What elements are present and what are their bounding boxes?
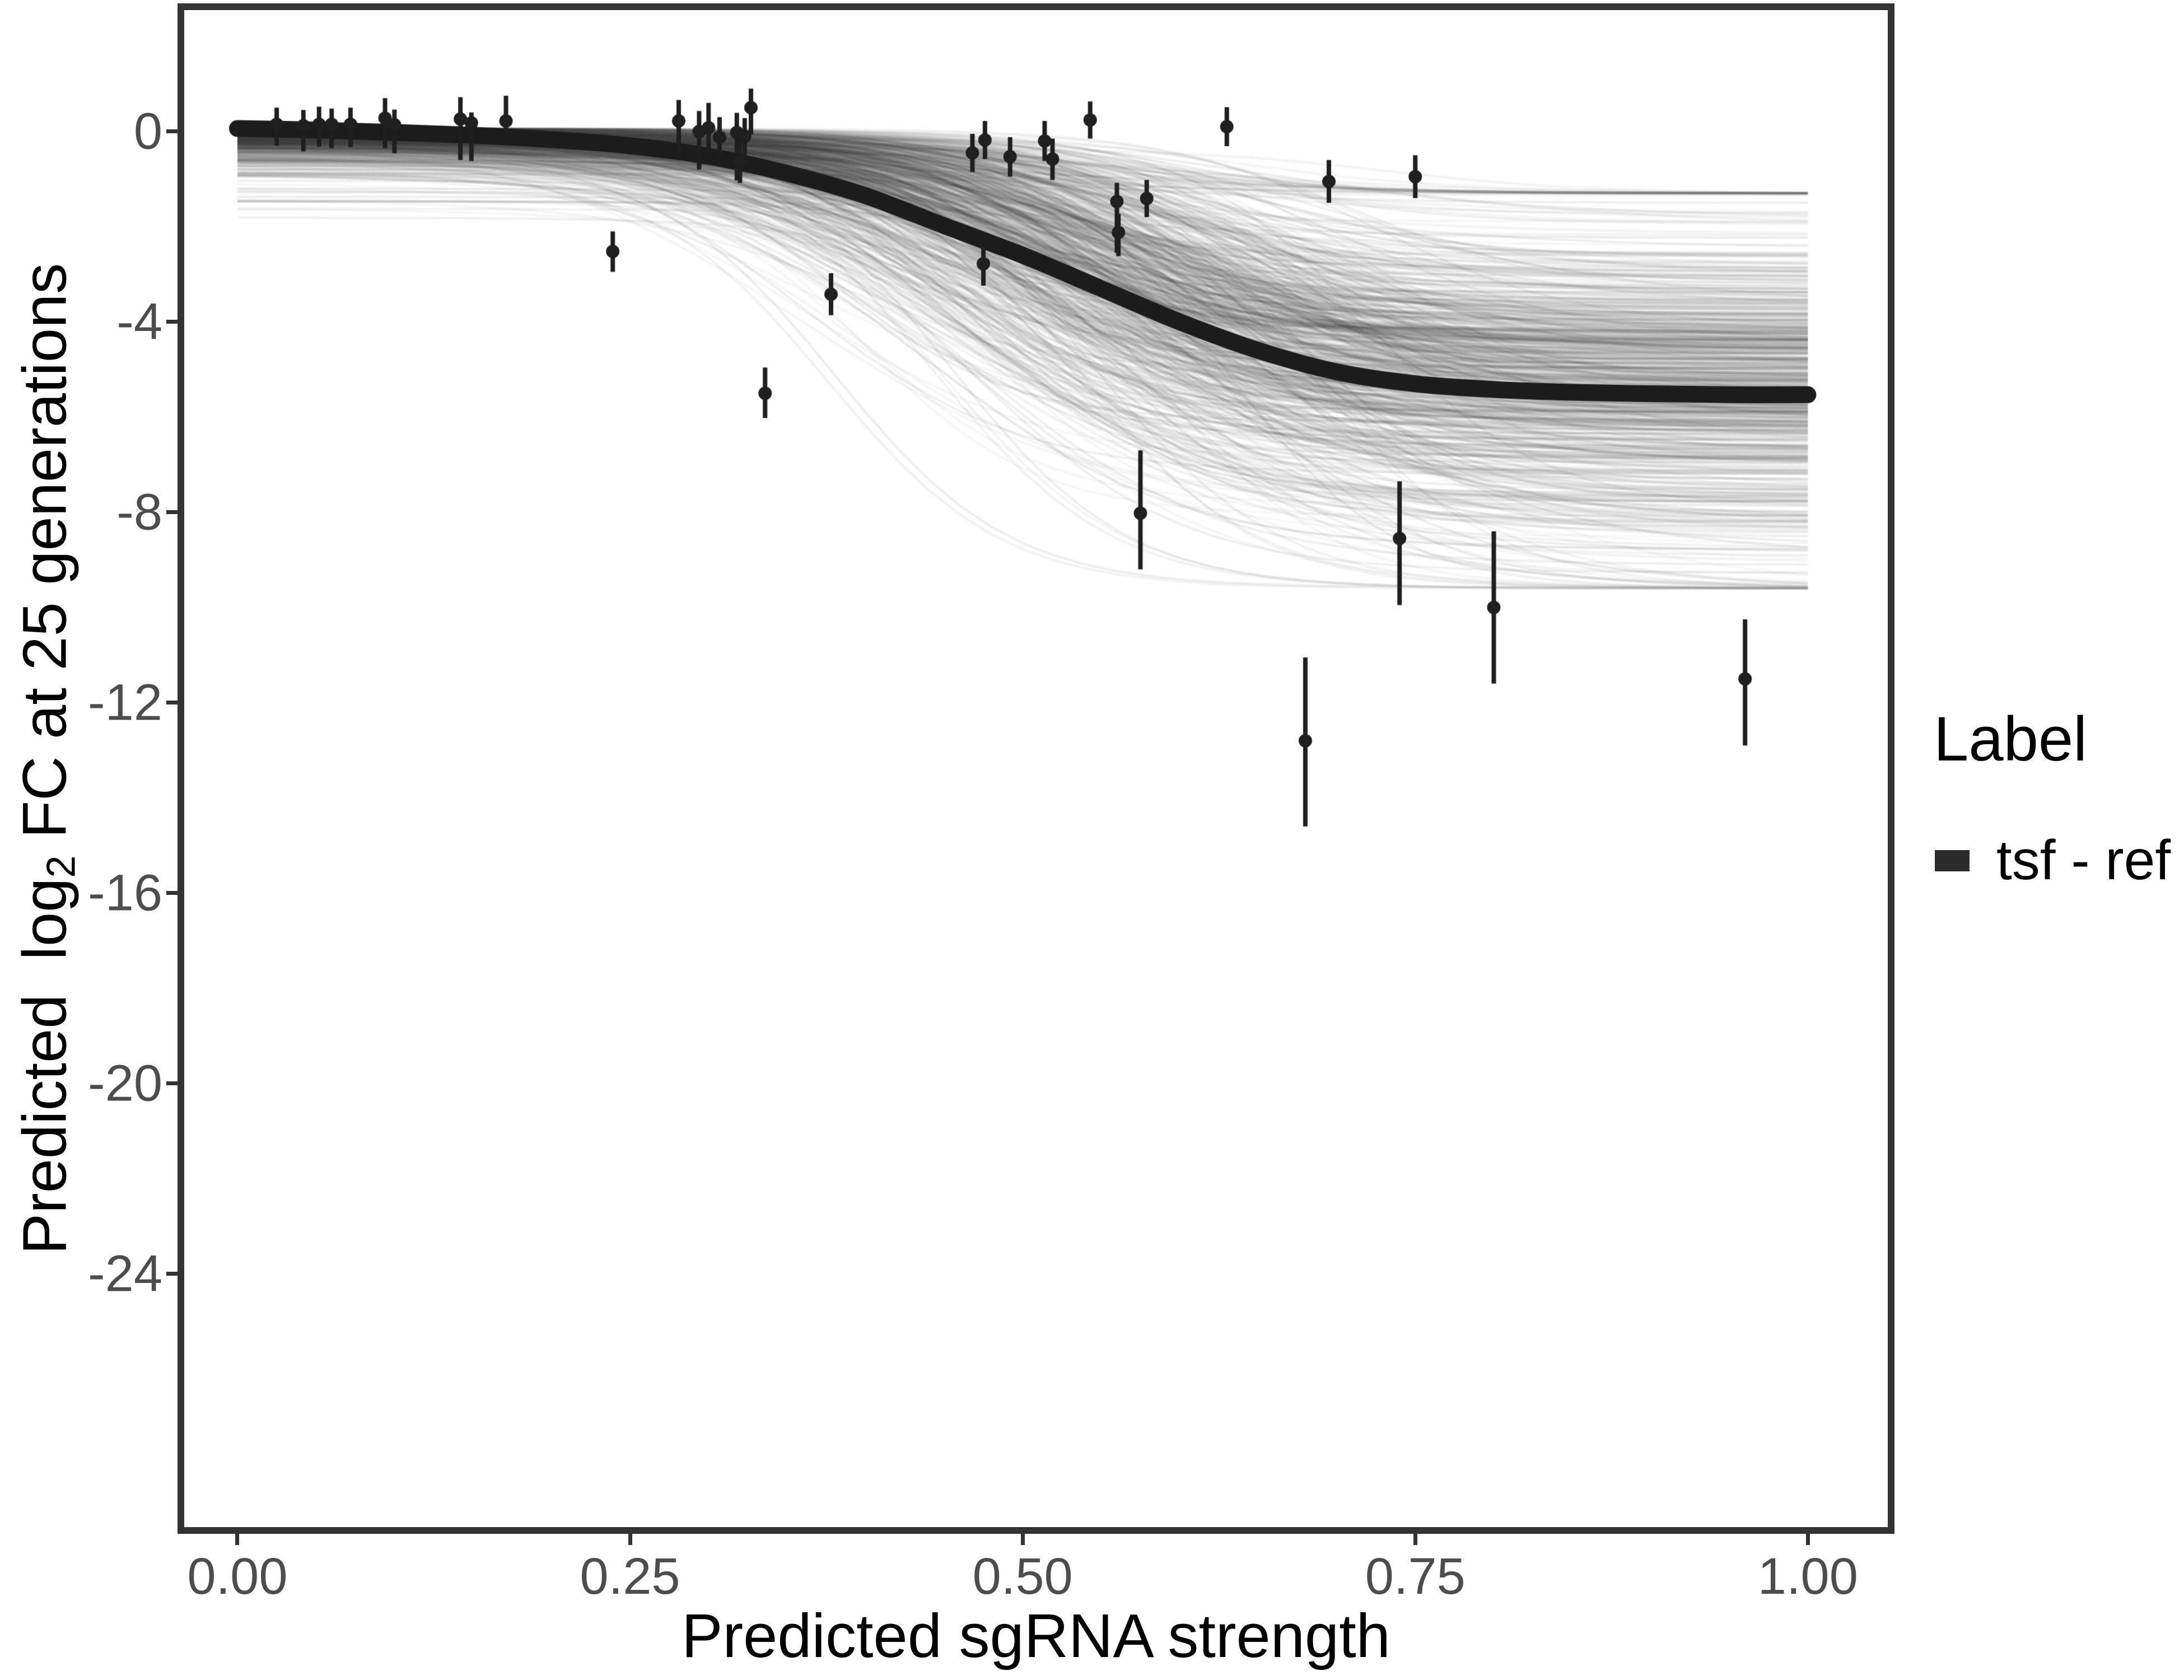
y-axis-tick-mark (166, 1081, 181, 1086)
x-axis-tick-label: 0.75 (1365, 1548, 1466, 1605)
legend-title: Label (1934, 704, 2088, 774)
y-axis-tick-mark (166, 320, 181, 324)
x-axis-tick-mark (1020, 1530, 1025, 1545)
x-axis-tick-label: 0.25 (580, 1548, 680, 1605)
y-axis-tick-label: -12 (88, 674, 162, 731)
y-axis-tick-mark (166, 891, 181, 895)
chart-canvas (181, 7, 1891, 1530)
y-axis-tick-label: -20 (88, 1054, 162, 1112)
y-axis-tick-label: -8 (116, 483, 162, 541)
y-axis-tick-mark (166, 1272, 181, 1276)
legend-entry-label: tsf - ref (1996, 829, 2171, 892)
x-axis-title: Predicted sgRNA strength (682, 1602, 1390, 1670)
x-axis-tick-mark (628, 1530, 632, 1545)
legend: Label tsf - ref (1929, 703, 2181, 893)
x-axis-tick-label: 0.00 (187, 1548, 288, 1605)
legend-entries: tsf - ref (1929, 828, 2181, 893)
y-axis-title-prefix: Predicted log (10, 878, 80, 1255)
y-axis-tick-mark (166, 510, 181, 515)
x-axis-tick-mark (1413, 1530, 1417, 1545)
y-axis-title-subscript: 2 (39, 855, 84, 878)
y-axis-tick-mark (166, 701, 181, 705)
legend-entry: tsf - ref (1929, 828, 2181, 893)
y-axis-tick-label: -16 (88, 864, 162, 922)
legend-line-swatch (1935, 850, 1970, 871)
y-axis-title: Predicted log2 FC at 25 generations (10, 263, 84, 1255)
y-axis-title-suffix: FC at 25 generations (10, 263, 80, 856)
y-axis-tick-label: -4 (116, 293, 162, 351)
y-axis-tick-label: 0 (133, 102, 162, 160)
x-axis-tick-mark (235, 1530, 240, 1545)
y-axis-tick-mark (166, 129, 181, 134)
x-axis-tick-mark (1805, 1530, 1810, 1545)
y-axis-tick-label: -24 (88, 1245, 162, 1303)
x-axis-tick-label: 0.50 (972, 1548, 1073, 1605)
x-axis-tick-label: 1.00 (1757, 1548, 1858, 1605)
